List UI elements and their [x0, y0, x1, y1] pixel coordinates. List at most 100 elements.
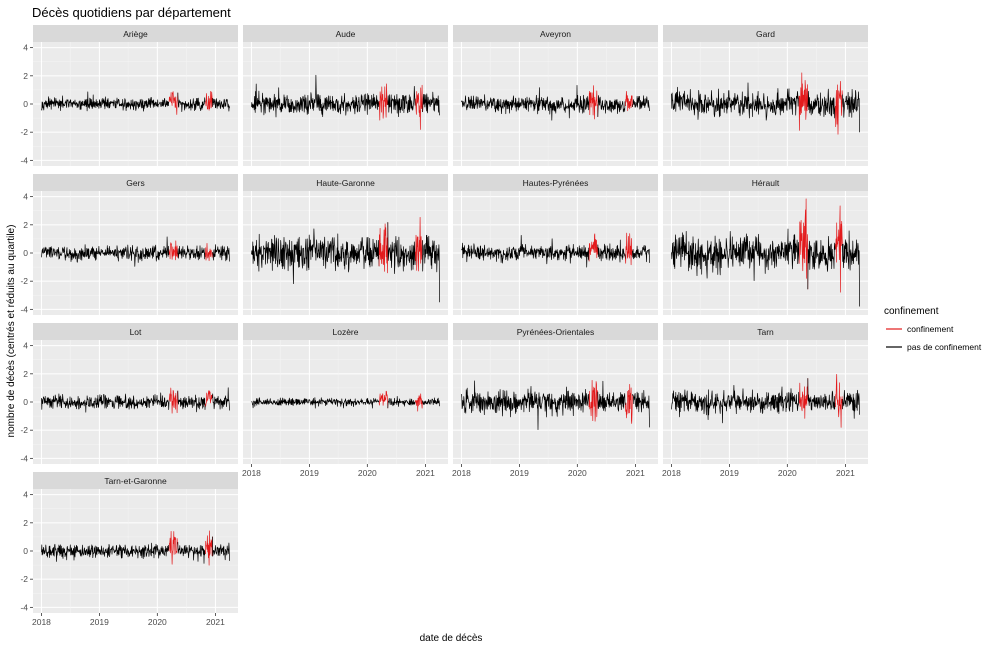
series-line-pas-de-confinement [842, 89, 860, 133]
series-line-pas-de-confinement [807, 88, 836, 119]
strip-label: Gard [756, 29, 775, 39]
facet-panel-ariege: Ariège -4 -2 0 2 4 [20, 25, 238, 166]
series-line-pas-de-confinement [387, 222, 416, 274]
series-line-pas-de-confinement [387, 85, 416, 118]
series-line-pas-de-confinement [632, 390, 650, 428]
series-line-confinement [415, 393, 423, 412]
x-tick-label: 2019 [720, 468, 739, 478]
series-line-pas-de-confinement [422, 397, 440, 407]
x-tick-label: 2019 [300, 468, 319, 478]
series-line-pas-de-confinement [422, 234, 440, 303]
chart-title: Décès quotidiens par département [32, 5, 231, 20]
series-line-pas-de-confinement [41, 91, 170, 112]
legend: confinement confinement pas de confineme… [884, 306, 982, 352]
strip-label: Pyrénées-Orientales [517, 327, 594, 337]
series-line-pas-de-confinement [597, 95, 626, 117]
x-tick-label: 2018 [242, 468, 261, 478]
series-line-pas-de-confinement [41, 236, 170, 267]
strip-label: Aveyron [540, 29, 571, 39]
y-tick-label: -2 [20, 574, 28, 584]
series-line-pas-de-confinement [807, 236, 836, 290]
series-line-confinement [205, 91, 213, 111]
series-line-confinement [168, 240, 179, 261]
series-line-confinement [625, 90, 633, 112]
x-tick-label: 2021 [836, 468, 855, 478]
series-line-confinement [205, 243, 213, 262]
strip [453, 323, 658, 340]
strip [33, 472, 238, 489]
series-line-pas-de-confinement [597, 239, 626, 263]
y-tick-label: 2 [23, 71, 28, 81]
facet-panel-lot: Lot -4 -2 0 2 4 [20, 323, 238, 464]
series-line-pas-de-confinement [842, 230, 860, 307]
strip [33, 323, 238, 340]
y-tick-label: 0 [23, 546, 28, 556]
x-tick-label: 2020 [148, 617, 167, 627]
series-line-confinement [835, 374, 843, 428]
x-tick-label: 2021 [416, 468, 435, 478]
series-line-pas-de-confinement [597, 380, 626, 412]
strip [243, 174, 448, 191]
strip-label: Tarn [757, 327, 774, 337]
strip [33, 25, 238, 42]
strip-label: Hérault [752, 178, 780, 188]
series-line-pas-de-confinement [422, 91, 440, 116]
series-line-pas-de-confinement [671, 384, 800, 424]
series-line-pas-de-confinement [41, 542, 170, 562]
y-tick-label: -4 [20, 602, 28, 612]
series-line-confinement [835, 80, 843, 135]
series-line-confinement [588, 233, 599, 262]
x-axis-title: date de décès [420, 633, 483, 644]
strip-label: Lozère [333, 327, 359, 337]
strip [33, 174, 238, 191]
y-tick-label: -4 [20, 155, 28, 165]
strip [663, 25, 868, 42]
facet-panel-hautes-pyrenees: Hautes-Pyrénées [453, 174, 658, 315]
series-line-confinement [798, 198, 809, 290]
x-tick-label: 2018 [32, 617, 51, 627]
series-line-pas-de-confinement [671, 82, 800, 121]
series-line-pas-de-confinement [632, 95, 650, 112]
y-tick-label: 4 [23, 490, 28, 500]
series-line-confinement [798, 72, 809, 131]
legend-label-pas-de-confinement: pas de confinement [907, 342, 982, 352]
series-line-pas-de-confinement [671, 228, 800, 281]
y-tick-label: 2 [23, 518, 28, 528]
strip-label: Aude [336, 29, 356, 39]
y-tick-label: -2 [20, 425, 28, 435]
series-line-pas-de-confinement [842, 389, 860, 419]
series-line-pas-de-confinement [807, 378, 836, 411]
strip [453, 25, 658, 42]
y-tick-label: 2 [23, 369, 28, 379]
series-line-pas-de-confinement [41, 392, 170, 413]
y-tick-label: 4 [23, 43, 28, 53]
series-line-confinement [588, 85, 599, 120]
facet-panel-lozere: Lozère 2018 2019 2020 2021 [242, 323, 448, 478]
strip-label: Tarn-et-Garonne [104, 476, 167, 486]
x-tick-label: 2019 [510, 468, 529, 478]
series-line-confinement [168, 387, 179, 414]
y-tick-label: -4 [20, 304, 28, 314]
series-line-confinement [168, 91, 179, 115]
series-line-confinement [588, 379, 599, 422]
series-line-confinement [835, 205, 843, 293]
series-line-pas-de-confinement [461, 235, 590, 268]
series-line-pas-de-confinement [177, 390, 206, 413]
y-tick-label: 4 [23, 192, 28, 202]
y-tick-label: 2 [23, 220, 28, 230]
x-tick-label: 2018 [452, 468, 471, 478]
x-tick-label: 2020 [358, 468, 377, 478]
series-line-confinement [205, 530, 213, 566]
facet-panel-aveyron: Aveyron [453, 25, 658, 166]
series-line-pas-de-confinement [177, 92, 206, 112]
facet-panel-gers: Gers -4 -2 0 2 4 [20, 174, 238, 315]
facet-panel-pyrenees-orientales: Pyrénées-Orientales 2018 2019 2020 2021 [452, 323, 658, 478]
series-line-pas-de-confinement [177, 542, 206, 564]
series-line-pas-de-confinement [632, 245, 650, 263]
series-line-pas-de-confinement [212, 98, 230, 112]
series-line-pas-de-confinement [212, 387, 230, 411]
series-line-confinement [378, 222, 389, 274]
facet-panel-aude: Aude [243, 25, 448, 166]
strip [243, 323, 448, 340]
